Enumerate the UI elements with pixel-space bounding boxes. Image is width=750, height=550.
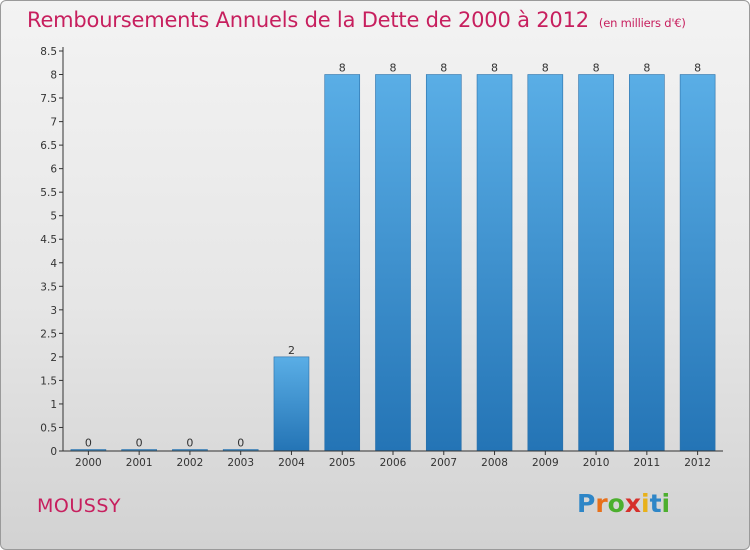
bar-value-label: 8: [694, 62, 701, 75]
bar-value-label: 8: [593, 62, 600, 75]
chart-unit: (en milliers d'€): [598, 16, 686, 30]
brand-letter: i: [641, 489, 650, 518]
y-tick-label: 4.5: [40, 234, 57, 246]
chart-title: Remboursements Annuels de la Dette de 20…: [27, 8, 686, 32]
bars: 0 0 0 0 2 8 8 8 8 8 8 8 8: [70, 62, 716, 452]
x-tick-label: 2011: [633, 457, 660, 469]
y-tick-label: 3.5: [40, 281, 57, 293]
x-tick-label: 2012: [684, 457, 711, 469]
bar-value-label: 0: [237, 437, 244, 450]
y-tick-label: 5.5: [40, 187, 57, 199]
bar: [476, 74, 513, 452]
bar-value-label: 0: [186, 437, 193, 450]
bar-value-label: 2: [288, 344, 295, 357]
x-tick-label: 2005: [329, 457, 356, 469]
bar-value-label: 8: [542, 62, 549, 75]
brand-letter: r: [595, 489, 608, 518]
y-tick-label: 8: [50, 70, 57, 82]
y-tick-label: 7: [50, 117, 57, 129]
x-tick-label: 2006: [380, 457, 407, 469]
bar-value-label: 8: [440, 62, 447, 75]
place-name: MOUSSY: [37, 495, 121, 517]
bar: [578, 74, 614, 452]
bar-value-label: 8: [390, 62, 397, 75]
brand-letter: o: [607, 489, 625, 518]
brand-letter: x: [624, 489, 641, 518]
brand-letter: P: [577, 489, 596, 518]
y-tick-label: 8.5: [40, 46, 57, 58]
bar: [425, 74, 462, 452]
y-tick-label: 7.5: [40, 93, 57, 105]
chart-title-text: Remboursements Annuels de la Dette de 20…: [27, 8, 589, 32]
x-tick-label: 2001: [126, 457, 153, 469]
y-tick-label: 3: [50, 305, 57, 317]
brand-letter: t: [649, 489, 662, 518]
y-tick-label: 4: [50, 258, 57, 270]
y-tick-label: 6: [50, 164, 57, 176]
y-tick-label: 0.5: [40, 422, 57, 434]
y-tick-label: 5: [50, 211, 57, 223]
x-tick-label: 2010: [583, 457, 610, 469]
x-tick-label: 2002: [177, 457, 204, 469]
bar-value-label: 8: [491, 62, 498, 75]
brand-logo: Proxiti: [577, 489, 670, 518]
y-tick-label: 0: [50, 446, 57, 458]
x-tick-label: 2003: [227, 457, 254, 469]
bar-value-label: 8: [643, 62, 650, 75]
bar-value-label: 0: [85, 437, 92, 450]
y-tick-label: 1.5: [40, 375, 57, 387]
bar-value-label: 0: [136, 437, 143, 450]
x-tick-label: 2008: [481, 457, 508, 469]
x-tick-label: 2007: [430, 457, 457, 469]
bar: [375, 74, 411, 452]
y-tick-label: 1: [50, 399, 57, 411]
x-tick-label: 2009: [532, 457, 559, 469]
y-axis: 0 0.5 1 1.5 2 2.5 3 3.5 4 4.5 5 5.5 6 6.5 7 7.5 8 8.5: [40, 46, 64, 458]
y-tick-label: 6.5: [40, 140, 57, 152]
y-tick-label: 2: [50, 352, 57, 364]
brand-letter: i: [661, 489, 671, 518]
x-tick-label: 2000: [75, 457, 102, 469]
x-axis: 2000 2001 2002 2003 2004 2005 2006 2007 2008 2009…: [63, 450, 723, 469]
x-tick-label: 2004: [278, 457, 305, 469]
bar: [324, 74, 361, 452]
y-tick-label: 2.5: [40, 328, 57, 340]
bar: [273, 356, 310, 452]
bar: [679, 74, 716, 452]
bar: [629, 74, 665, 452]
bar: [527, 74, 564, 452]
bar-value-label: 8: [339, 62, 346, 75]
